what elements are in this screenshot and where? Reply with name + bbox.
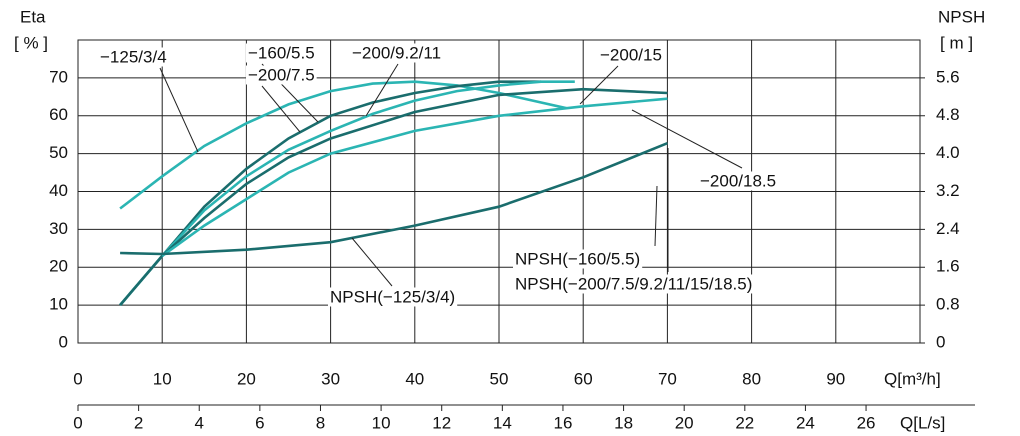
y2-tick-label: 4.8 <box>936 105 960 124</box>
x2-tick-label: 12 <box>432 413 451 432</box>
x-tick-label: 70 <box>658 369 677 388</box>
x-tick-label: 50 <box>490 369 509 388</box>
y2-tick-label: 0.8 <box>936 295 960 314</box>
label-bg <box>246 43 317 63</box>
leader-line <box>631 109 743 169</box>
y2-tick-label: 3.2 <box>936 181 960 200</box>
x2-tick-label: 24 <box>796 413 815 432</box>
x2-tick-label: 16 <box>553 413 572 432</box>
x-tick-label: 10 <box>153 369 172 388</box>
label-bg <box>513 274 755 294</box>
annotation: −160/5.5 <box>248 43 315 62</box>
annotation: −125/3/4 <box>100 47 167 66</box>
x-tick-label: 0 <box>73 369 82 388</box>
x2-tick-label: 26 <box>857 413 876 432</box>
annotation: NPSH(−200/7.5/9.2/11/15/18.5) <box>515 274 752 293</box>
x-tick-label: 90 <box>826 369 845 388</box>
annotation: −200/18.5 <box>700 171 776 190</box>
y-axis-label: Eta <box>20 7 46 26</box>
label-bg <box>328 287 458 307</box>
leader-line <box>159 67 199 153</box>
x-tick-label: 20 <box>237 369 256 388</box>
x2-tick-label: 4 <box>195 413 204 432</box>
leader-line <box>365 63 399 117</box>
label-bg <box>598 45 664 65</box>
curve <box>120 141 668 256</box>
y2-tick-label: 4.0 <box>936 143 960 162</box>
curve <box>119 80 575 306</box>
y-tick-label: 0 <box>59 332 68 351</box>
label-bg <box>350 43 444 63</box>
y-tick-label: 70 <box>49 67 68 86</box>
x2-tick-label: 6 <box>255 413 264 432</box>
y-tick-label: 50 <box>49 143 68 162</box>
annotation: NPSH(−125/3/4) <box>330 287 455 306</box>
y2-tick-label: 5.6 <box>936 67 960 86</box>
y-tick-label: 10 <box>49 295 68 314</box>
x2-tick-label: 20 <box>675 413 694 432</box>
label-bg <box>98 47 169 67</box>
annotation: −200/15 <box>600 45 662 64</box>
y-tick-label: 20 <box>49 257 68 276</box>
x-tick-label: 60 <box>574 369 593 388</box>
x2-tick-label: 14 <box>493 413 512 432</box>
label-bg <box>246 65 317 85</box>
x2-tick-label: 18 <box>614 413 633 432</box>
x2-tick-label: 8 <box>316 413 325 432</box>
curve <box>161 97 668 257</box>
y2-tick-label: 1.6 <box>936 257 960 276</box>
leader-line <box>579 65 619 105</box>
leader-line <box>351 237 393 287</box>
annotation: −200/9.2/11 <box>352 43 441 62</box>
y2-axis-label: NPSH <box>938 7 985 26</box>
x-axis-label: Q[m³/h] <box>884 369 941 388</box>
x-tick-label: 40 <box>405 369 424 388</box>
x-tick-label: 80 <box>742 369 761 388</box>
x2-tick-label: 10 <box>372 413 391 432</box>
x2-tick-label: 2 <box>134 413 143 432</box>
x2-tick-label: 0 <box>73 413 82 432</box>
leader-line <box>654 185 658 247</box>
x2-axis-label: Q[L/s] <box>900 413 945 432</box>
y2-tick-label: 2.4 <box>936 219 960 238</box>
annotation: NPSH(−160/5.5) <box>515 249 640 268</box>
label-bg <box>698 171 779 191</box>
annotation: −200/7.5 <box>248 65 315 84</box>
leader-line <box>261 85 301 133</box>
curve <box>119 80 542 306</box>
curve <box>119 87 668 306</box>
y2-tick-label: 0 <box>936 332 945 351</box>
x2-tick-label: 22 <box>735 413 754 432</box>
x-tick-label: 30 <box>321 369 340 388</box>
y-tick-label: 40 <box>49 181 68 200</box>
y-tick-label: 60 <box>49 105 68 124</box>
y2-axis-unit: [ m ] <box>940 33 973 52</box>
y-axis-unit: [ % ] <box>14 33 48 52</box>
y-tick-label: 30 <box>49 219 68 238</box>
label-bg <box>513 249 643 269</box>
